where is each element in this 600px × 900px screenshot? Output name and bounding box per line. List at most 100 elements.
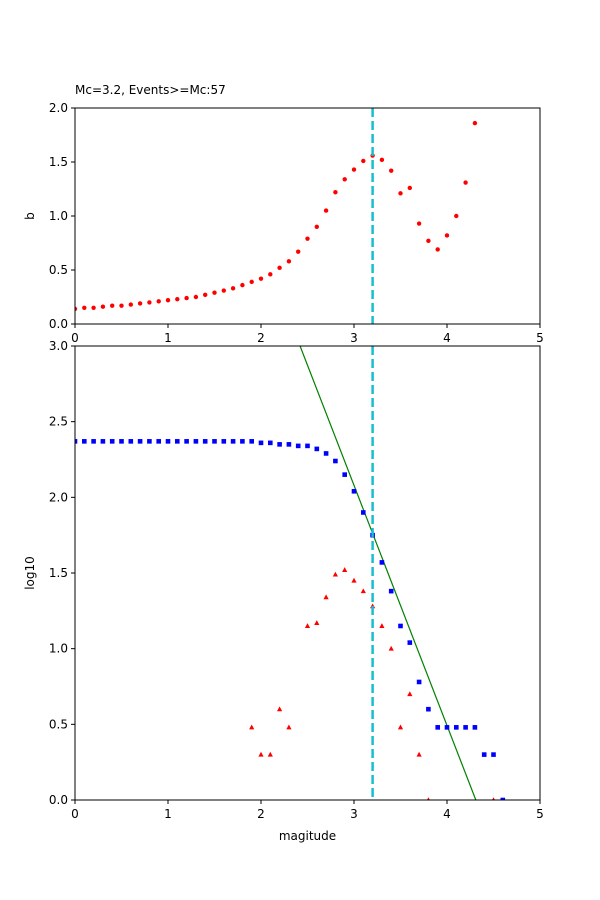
bottom-series-0-point bbox=[277, 442, 282, 447]
bottom-series-0-point bbox=[82, 439, 87, 444]
bottom-series-0-point bbox=[454, 725, 459, 730]
bottom-series-1-point bbox=[397, 724, 404, 730]
bottom-fit-line bbox=[299, 346, 477, 800]
bottom-series-0-point bbox=[398, 623, 403, 629]
bottom-series-1-point bbox=[342, 567, 348, 572]
bottom-series-1-point bbox=[388, 645, 394, 651]
top-series-0-point bbox=[454, 213, 459, 219]
bottom-y-tick-label: 1.0 bbox=[49, 642, 68, 656]
bottom-series-0-point bbox=[128, 439, 134, 444]
top-series-0-point bbox=[110, 303, 115, 308]
top-series-0-point bbox=[361, 158, 366, 164]
top-chart-frame bbox=[74, 107, 541, 325]
bottom-series-0-point bbox=[351, 488, 357, 494]
top-y-tick-label: 1.5 bbox=[49, 155, 68, 169]
bottom-series-0-point bbox=[100, 439, 106, 444]
bottom-series-1-point bbox=[249, 724, 255, 730]
top-series-0-point bbox=[296, 249, 301, 254]
top-series-0-point bbox=[351, 167, 357, 172]
bottom-y-tick-label: 1.5 bbox=[49, 566, 68, 580]
top-y-tick-label: 0.5 bbox=[49, 263, 68, 277]
top-series-0-point bbox=[268, 272, 273, 277]
top-series-0-point bbox=[128, 302, 133, 307]
top-series-0-point bbox=[165, 298, 171, 303]
bottom-series-0-point bbox=[175, 439, 180, 444]
top-series-0-point bbox=[398, 191, 403, 196]
top-chart-title: Mc=3.2, Events>=Mc:57 bbox=[75, 83, 226, 97]
bottom-x-tick-label: 5 bbox=[536, 807, 544, 821]
top-series-0-point bbox=[147, 300, 152, 305]
bottom-series-0-point bbox=[323, 451, 329, 456]
top-series-0-point bbox=[342, 177, 347, 182]
bottom-series-0-point bbox=[193, 439, 199, 444]
bottom-series-1-point bbox=[370, 603, 376, 609]
top-x-tick-label: 0 bbox=[71, 331, 79, 345]
bottom-y-tick-label: 0.5 bbox=[49, 717, 68, 731]
bottom-series-0-point bbox=[472, 725, 478, 730]
bottom-series-1-point bbox=[416, 751, 422, 757]
top-series-0-point bbox=[91, 305, 96, 310]
bottom-series-0-point bbox=[91, 439, 96, 444]
top-series-0-point bbox=[426, 238, 431, 244]
bottom-series-0-point bbox=[407, 640, 413, 645]
bottom-series-0-point bbox=[342, 472, 347, 477]
bottom-series-0-point bbox=[491, 752, 496, 757]
top-series-0-point bbox=[100, 304, 106, 309]
top-x-tick-label: 5 bbox=[536, 331, 544, 345]
bottom-series-0-point bbox=[416, 679, 422, 685]
top-series-0-point bbox=[137, 301, 143, 306]
bottom-series-0-point bbox=[388, 588, 394, 594]
bottom-series-1-point bbox=[407, 691, 413, 697]
top-series-0-point bbox=[472, 120, 478, 126]
bottom-chart-frame bbox=[74, 345, 541, 801]
top-series-0-point bbox=[240, 282, 245, 288]
top-series-0-point bbox=[184, 295, 189, 301]
top-y-tick-label: 1.0 bbox=[49, 209, 68, 223]
bottom-series-0-point bbox=[314, 446, 320, 452]
bottom-series-0-point bbox=[119, 439, 124, 444]
bottom-series-1-point bbox=[379, 623, 385, 628]
bottom-series-1-point bbox=[258, 751, 264, 757]
top-series-0-point bbox=[82, 305, 87, 310]
top-series-0-point bbox=[119, 303, 124, 308]
top-series-0-point bbox=[230, 286, 236, 291]
bottom-series-0-point bbox=[221, 439, 227, 444]
bottom-series-1-point bbox=[286, 724, 292, 730]
bottom-y-tick-label: 2.0 bbox=[49, 490, 68, 504]
bottom-x-tick-label: 0 bbox=[71, 807, 79, 821]
top-chart-y-axis-label: b bbox=[23, 212, 37, 220]
top-series-0-point bbox=[203, 292, 208, 298]
bottom-x-tick-label: 2 bbox=[257, 807, 265, 821]
bottom-series-1-point bbox=[426, 797, 430, 800]
bottom-series-0-point bbox=[202, 439, 208, 444]
bottom-series-0-point bbox=[230, 439, 236, 444]
bottom-series-0-point bbox=[295, 443, 301, 449]
bottom-series-0-point bbox=[500, 797, 506, 800]
top-x-tick-label: 2 bbox=[257, 331, 265, 345]
top-series-0-point bbox=[156, 299, 161, 304]
bottom-chart: 0 1 2 3 4 5 0.0 0.5 1.0 1.5 2.0 2.5 3.0 log10 magitu… bbox=[23, 339, 544, 843]
bottom-series-0-point bbox=[379, 560, 385, 565]
bottom-x-tick-label: 1 bbox=[164, 807, 172, 821]
bottom-chart-marks bbox=[75, 346, 506, 800]
bottom-series-0-point bbox=[147, 439, 152, 444]
bottom-series-1-point bbox=[304, 623, 311, 628]
bottom-series-0-point bbox=[137, 439, 143, 444]
bottom-y-tick-label: 3.0 bbox=[49, 339, 68, 353]
bottom-series-0-point bbox=[481, 752, 487, 757]
bottom-series-0-point bbox=[258, 440, 264, 446]
top-x-tick-label: 3 bbox=[350, 331, 358, 345]
top-series-0-point bbox=[249, 279, 254, 285]
top-series-0-point bbox=[416, 221, 422, 226]
top-series-0-point bbox=[277, 265, 282, 271]
top-x-tick-label: 4 bbox=[443, 331, 451, 345]
top-series-0-point bbox=[212, 290, 217, 295]
bottom-x-tick-label: 4 bbox=[443, 807, 451, 821]
top-chart: 0 1 2 3 4 5 0.0 0.5 1.0 1.5 2.0 Mc=3.2, Events>=Mc… bbox=[23, 83, 544, 345]
top-series-0-point bbox=[75, 306, 78, 312]
bottom-series-0-point bbox=[165, 439, 171, 444]
top-chart-marks bbox=[75, 120, 478, 312]
bottom-series-0-point bbox=[240, 439, 245, 444]
top-y-tick-label: 0.0 bbox=[49, 317, 68, 331]
